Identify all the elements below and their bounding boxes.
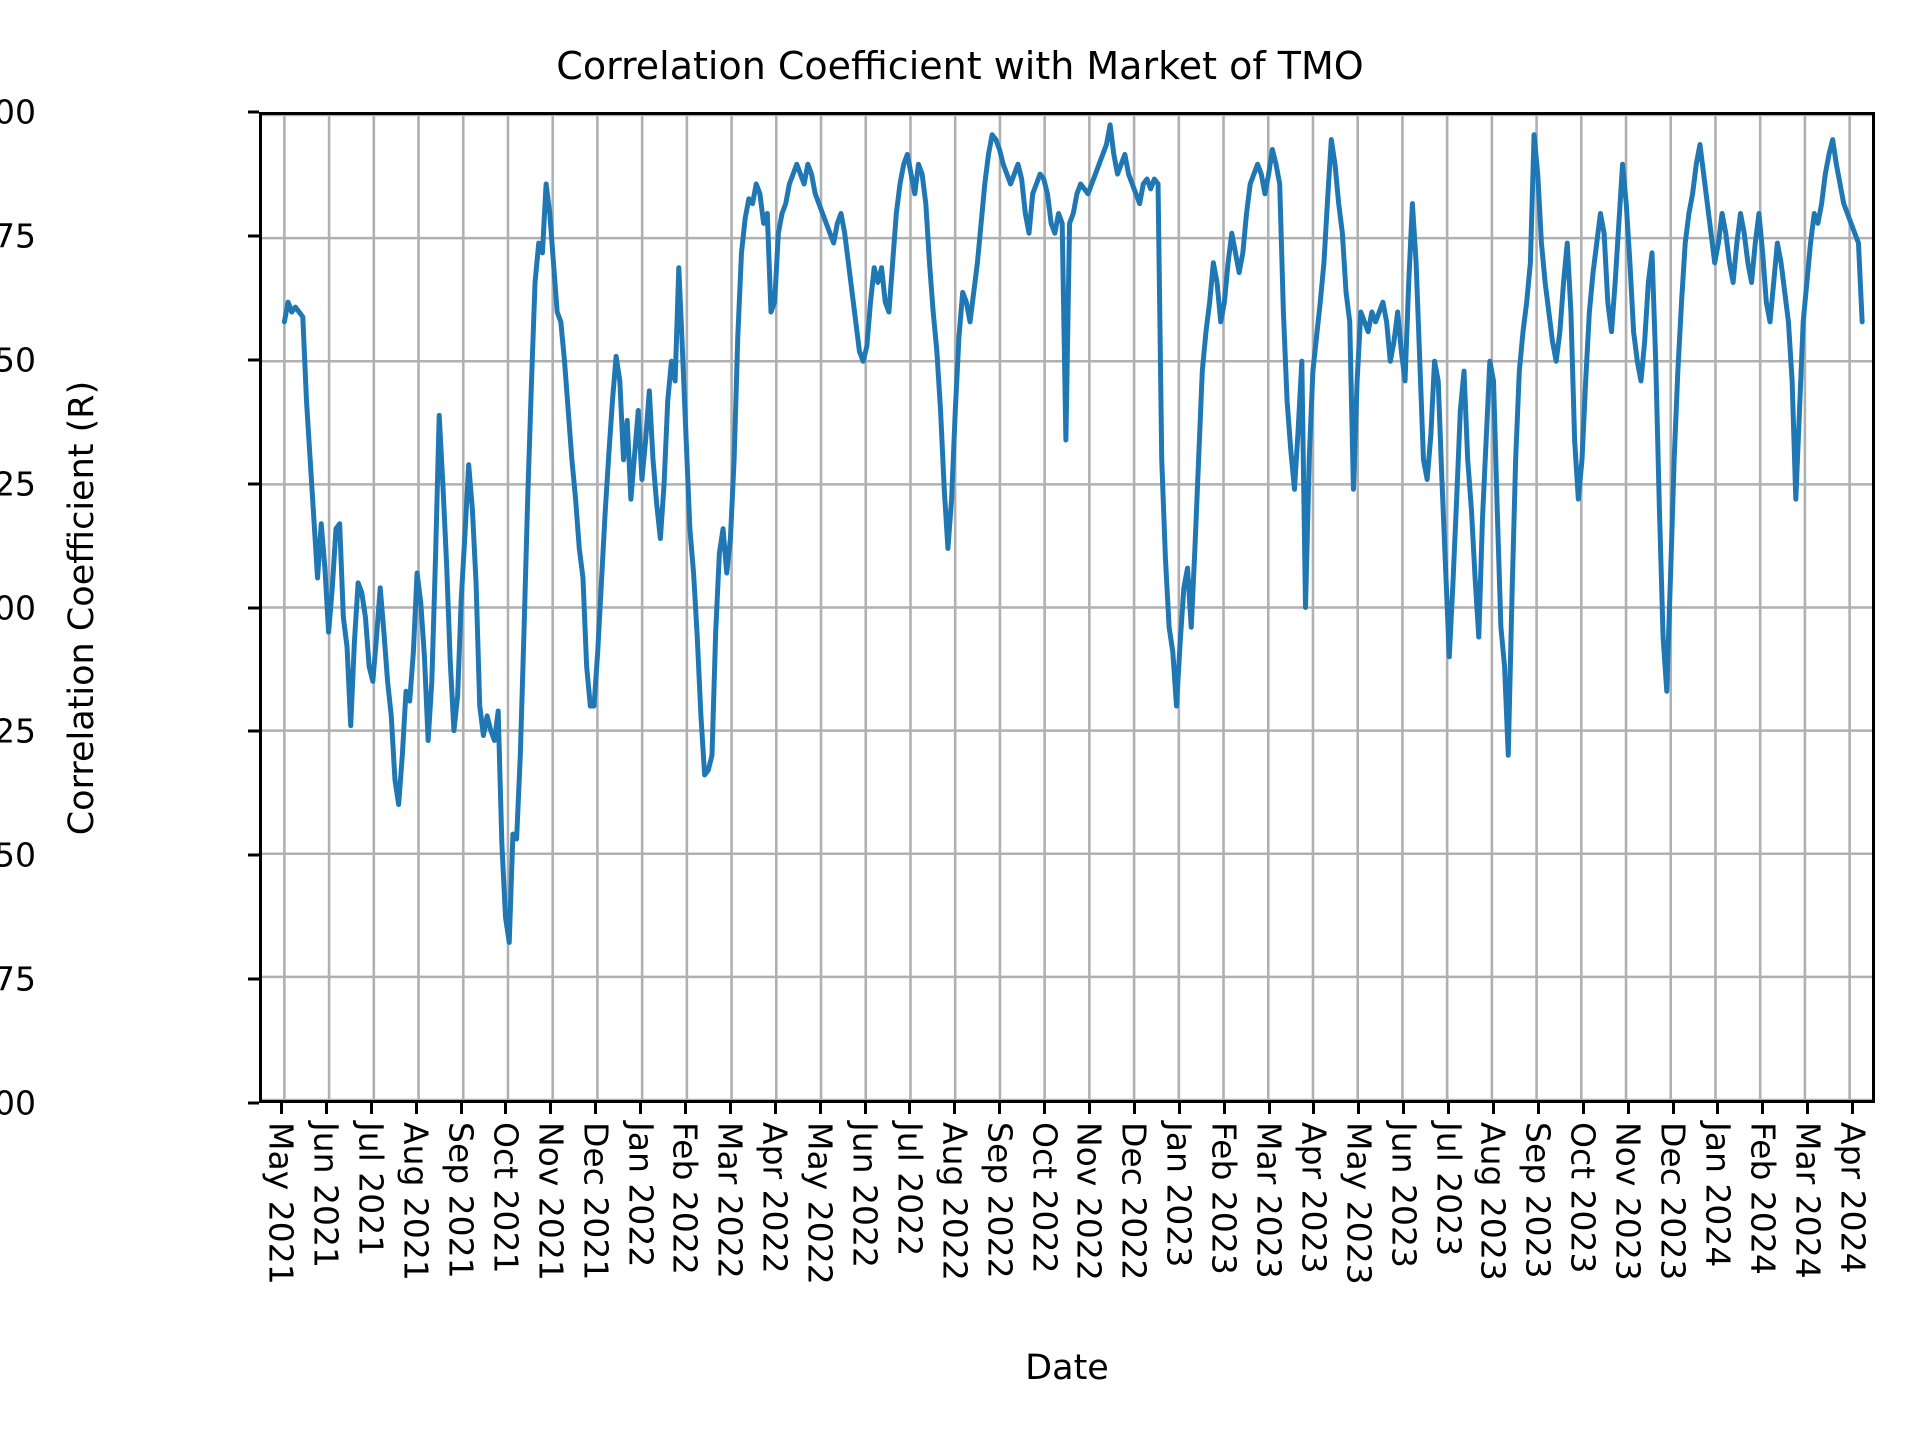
x-tick-label: Oct 2021 <box>486 1122 526 1274</box>
plot-area <box>259 112 1875 1103</box>
x-tick-mark <box>324 1103 328 1114</box>
y-tick-mark <box>248 729 259 733</box>
x-tick-mark <box>908 1103 912 1114</box>
x-tick-mark <box>1087 1103 1091 1114</box>
x-tick-mark <box>863 1103 867 1114</box>
x-tick-label: Aug 2022 <box>935 1122 975 1281</box>
x-tick-label: Oct 2023 <box>1563 1122 1603 1274</box>
x-tick-label: Jan 2023 <box>1159 1122 1199 1268</box>
x-tick-label: May 2021 <box>261 1122 301 1285</box>
y-tick-mark <box>248 853 259 857</box>
y-axis-label: Correlation Coefficient (R) <box>62 380 102 836</box>
x-tick-label: Nov 2021 <box>531 1122 571 1281</box>
x-tick-mark <box>549 1103 553 1114</box>
x-tick-mark <box>1312 1103 1316 1114</box>
x-tick-label: Dec 2022 <box>1114 1122 1154 1281</box>
x-tick-label: May 2023 <box>1339 1122 1379 1285</box>
x-tick-mark <box>1402 1103 1406 1114</box>
x-tick-label: Jul 2023 <box>1429 1122 1469 1257</box>
x-tick-mark <box>1716 1103 1720 1114</box>
x-tick-label: Nov 2023 <box>1608 1122 1648 1281</box>
x-tick-label: May 2022 <box>800 1122 840 1285</box>
y-tick-mark <box>248 358 259 362</box>
x-tick-label: Apr 2022 <box>755 1122 795 1274</box>
x-tick-mark <box>1043 1103 1047 1114</box>
x-tick-label: Dec 2023 <box>1653 1122 1693 1281</box>
x-tick-label: Mar 2024 <box>1788 1122 1828 1279</box>
x-tick-mark <box>773 1103 777 1114</box>
x-tick-label: Jun 2021 <box>306 1122 346 1269</box>
x-tick-label: Jul 2021 <box>351 1122 391 1257</box>
x-tick-label: Jun 2023 <box>1384 1122 1424 1269</box>
x-tick-label: Apr 2024 <box>1833 1122 1873 1274</box>
y-tick-label: −1.00 <box>0 1083 36 1123</box>
x-tick-mark <box>1536 1103 1540 1114</box>
x-tick-mark <box>728 1103 732 1114</box>
x-tick-label: Apr 2023 <box>1294 1122 1334 1274</box>
x-tick-label: Feb 2024 <box>1743 1122 1783 1275</box>
x-tick-mark <box>459 1103 463 1114</box>
x-axis-label: Date <box>1025 1348 1109 1388</box>
x-tick-label: Sep 2023 <box>1518 1122 1558 1279</box>
x-tick-mark <box>1447 1103 1451 1114</box>
data-series-line <box>281 122 1865 945</box>
x-tick-label: Sep 2021 <box>441 1122 481 1279</box>
x-tick-mark <box>594 1103 598 1114</box>
x-tick-mark <box>639 1103 643 1114</box>
x-tick-label: Feb 2022 <box>665 1122 705 1275</box>
x-tick-label: Oct 2022 <box>1025 1122 1065 1274</box>
y-tick-mark <box>248 1101 259 1105</box>
x-tick-mark <box>1851 1103 1855 1114</box>
chart-title: Correlation Coefficient with Market of T… <box>556 44 1364 88</box>
x-tick-mark <box>1671 1103 1675 1114</box>
x-tick-label: Jun 2022 <box>845 1122 885 1269</box>
y-tick-label: −0.50 <box>0 835 36 875</box>
x-tick-mark <box>1626 1103 1630 1114</box>
y-tick-mark <box>248 234 259 238</box>
x-tick-mark <box>953 1103 957 1114</box>
y-tick-label: 0.50 <box>0 340 36 380</box>
y-tick-label: 1.00 <box>0 92 36 132</box>
x-tick-label: Nov 2022 <box>1069 1122 1109 1281</box>
y-tick-mark <box>248 110 259 114</box>
grid-lines <box>262 115 1872 1100</box>
x-tick-label: Feb 2023 <box>1204 1122 1244 1275</box>
x-tick-label: Sep 2022 <box>980 1122 1020 1279</box>
x-tick-mark <box>998 1103 1002 1114</box>
x-tick-mark <box>1581 1103 1585 1114</box>
y-tick-label: 0.00 <box>0 588 36 627</box>
y-tick-label: −0.25 <box>0 711 36 751</box>
x-tick-mark <box>1357 1103 1361 1114</box>
x-tick-mark <box>369 1103 373 1114</box>
x-tick-label: Dec 2021 <box>576 1122 616 1281</box>
x-tick-mark <box>1267 1103 1271 1114</box>
y-tick-mark <box>248 606 259 609</box>
x-tick-label: Mar 2023 <box>1249 1122 1289 1279</box>
x-tick-mark <box>504 1103 508 1114</box>
y-tick-mark <box>248 482 259 486</box>
x-tick-mark <box>414 1103 418 1114</box>
x-tick-mark <box>1132 1103 1136 1114</box>
x-tick-label: Aug 2023 <box>1473 1122 1513 1281</box>
x-tick-label: Jan 2024 <box>1698 1122 1738 1268</box>
x-tick-mark <box>1177 1103 1181 1114</box>
x-tick-mark <box>683 1103 687 1114</box>
y-tick-label: −0.75 <box>0 959 36 999</box>
x-tick-label: Aug 2021 <box>396 1122 436 1281</box>
y-tick-mark <box>248 977 259 981</box>
x-tick-mark <box>279 1103 283 1114</box>
x-tick-mark <box>1222 1103 1226 1114</box>
x-tick-label: Jul 2022 <box>890 1122 930 1257</box>
x-tick-mark <box>1491 1103 1495 1114</box>
y-tick-label: 0.25 <box>0 464 36 504</box>
x-tick-mark <box>1806 1103 1810 1114</box>
x-tick-label: Jan 2022 <box>621 1122 661 1268</box>
y-tick-label: 0.75 <box>0 216 36 256</box>
x-tick-label: Mar 2022 <box>710 1122 750 1279</box>
x-tick-mark <box>1761 1103 1765 1114</box>
x-tick-mark <box>818 1103 822 1114</box>
